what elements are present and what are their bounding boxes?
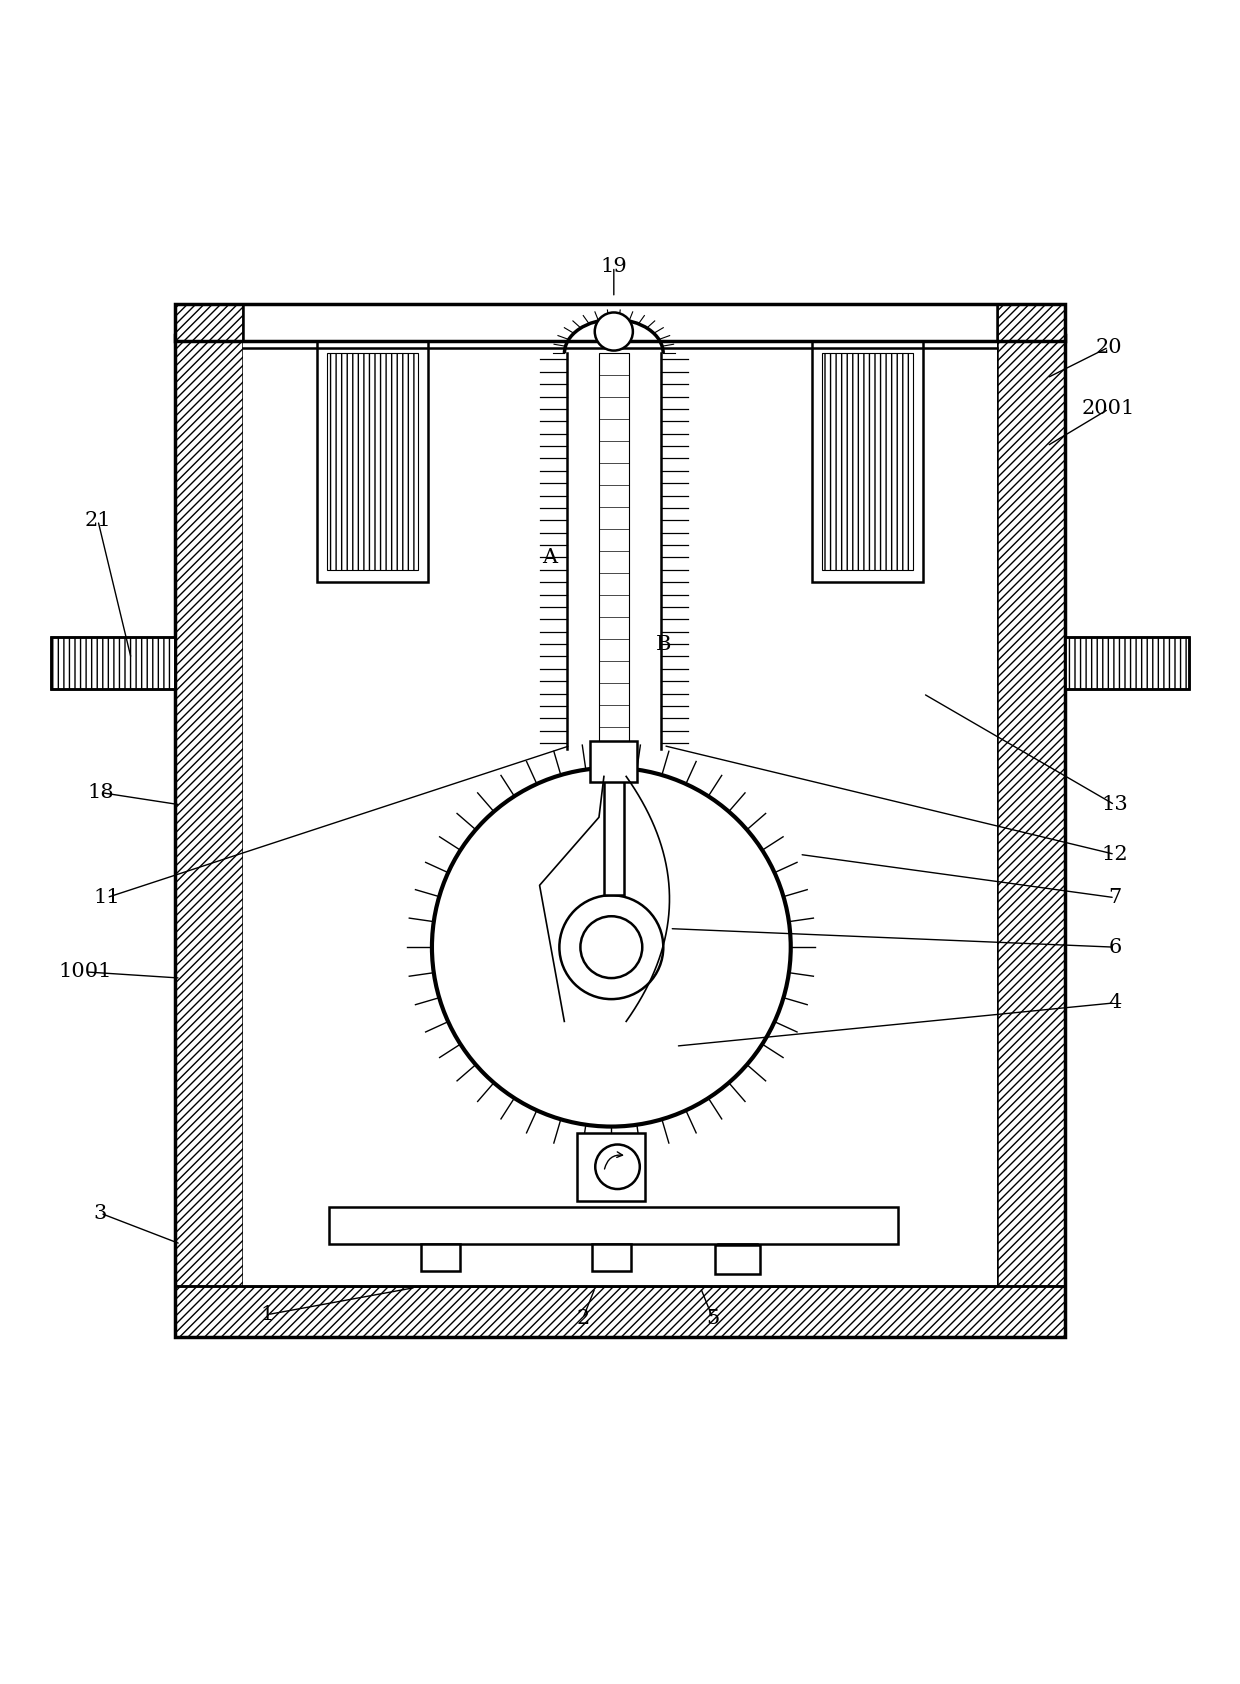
Polygon shape xyxy=(317,340,428,583)
Polygon shape xyxy=(175,335,243,1337)
Polygon shape xyxy=(175,1287,1065,1337)
Polygon shape xyxy=(578,1133,645,1201)
Polygon shape xyxy=(822,354,913,569)
Text: 4: 4 xyxy=(1109,994,1121,1012)
Polygon shape xyxy=(997,303,1065,340)
Text: 6: 6 xyxy=(1109,938,1121,957)
Text: 2: 2 xyxy=(577,1308,589,1327)
Text: 1001: 1001 xyxy=(58,963,113,982)
Text: 18: 18 xyxy=(87,783,114,802)
Polygon shape xyxy=(51,637,175,689)
Polygon shape xyxy=(243,303,997,340)
Polygon shape xyxy=(718,1244,758,1271)
Polygon shape xyxy=(997,335,1065,1337)
Circle shape xyxy=(595,313,632,350)
Text: 1: 1 xyxy=(260,1305,274,1324)
Polygon shape xyxy=(243,335,997,1287)
Polygon shape xyxy=(591,1244,631,1271)
Circle shape xyxy=(559,896,663,999)
Circle shape xyxy=(432,768,791,1127)
Text: 12: 12 xyxy=(1101,845,1128,864)
Polygon shape xyxy=(567,354,661,749)
Polygon shape xyxy=(715,1246,760,1275)
Text: 11: 11 xyxy=(93,887,120,908)
Text: 3: 3 xyxy=(94,1204,107,1223)
Polygon shape xyxy=(175,303,243,340)
Text: 13: 13 xyxy=(1101,795,1128,815)
Text: B: B xyxy=(656,635,671,653)
Polygon shape xyxy=(812,340,923,583)
Text: 5: 5 xyxy=(706,1308,719,1327)
Text: 2001: 2001 xyxy=(1083,399,1136,418)
Polygon shape xyxy=(327,354,418,569)
Text: A: A xyxy=(542,547,557,568)
Text: 7: 7 xyxy=(1109,887,1121,908)
Circle shape xyxy=(595,1145,640,1189)
Polygon shape xyxy=(590,741,637,781)
Polygon shape xyxy=(604,749,624,896)
Polygon shape xyxy=(1065,637,1189,689)
Text: 21: 21 xyxy=(84,510,112,530)
Polygon shape xyxy=(599,354,629,749)
Polygon shape xyxy=(330,1207,898,1244)
Polygon shape xyxy=(420,1244,460,1271)
Text: 20: 20 xyxy=(1095,337,1122,357)
Text: 19: 19 xyxy=(600,258,627,276)
